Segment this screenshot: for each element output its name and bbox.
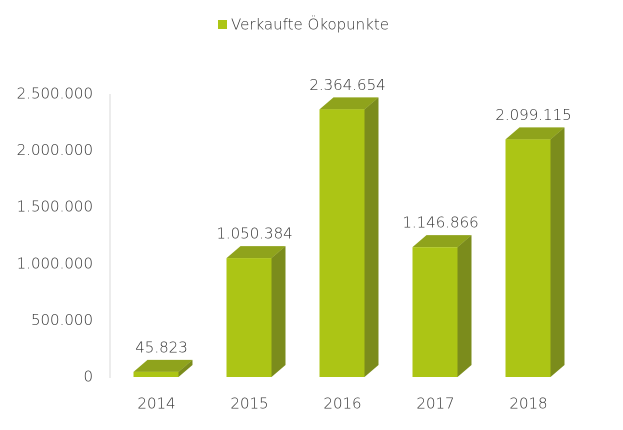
y-tick-label: 2.000.000 — [17, 141, 93, 159]
bar-top — [133, 359, 193, 372]
x-tick-label: 2014 — [137, 395, 175, 413]
value-label: 1.050.384 — [216, 225, 292, 243]
bar-front — [412, 247, 458, 377]
bar-front — [505, 139, 551, 377]
bar-top — [319, 97, 379, 110]
bar-side — [457, 235, 472, 377]
x-tick-label: 2016 — [323, 395, 361, 413]
y-tick-label: 1.000.000 — [17, 254, 93, 272]
bar-front — [319, 109, 365, 377]
y-tick-label: 500.000 — [31, 311, 93, 329]
x-tick-label: 2018 — [509, 395, 547, 413]
legend-swatch — [218, 20, 227, 29]
bar-side — [550, 127, 565, 377]
bar — [412, 235, 472, 377]
bar-side — [178, 359, 193, 377]
bar-top — [412, 235, 472, 248]
bar-top — [505, 127, 565, 140]
y-tick-label: 2.500.000 — [17, 85, 93, 103]
x-tick-label: 2017 — [416, 395, 454, 413]
bar — [133, 359, 193, 377]
y-tick-label: 0 — [83, 368, 93, 386]
value-label: 45.823 — [135, 338, 188, 356]
value-label: 2.364.654 — [309, 76, 385, 94]
x-tick-label: 2015 — [230, 395, 268, 413]
bar — [505, 127, 565, 377]
bar — [319, 97, 379, 377]
y-tick-label: 1.500.000 — [17, 198, 93, 216]
bar — [226, 246, 286, 377]
bar-front — [133, 371, 179, 377]
legend-label: Verkaufte Ökopunkte — [231, 15, 389, 34]
bar-top — [226, 246, 286, 259]
bar-side — [271, 246, 286, 377]
value-label: 1.146.866 — [402, 214, 478, 232]
value-label: 2.099.115 — [495, 106, 571, 124]
bar-front — [226, 258, 272, 377]
bar-side — [364, 97, 379, 377]
